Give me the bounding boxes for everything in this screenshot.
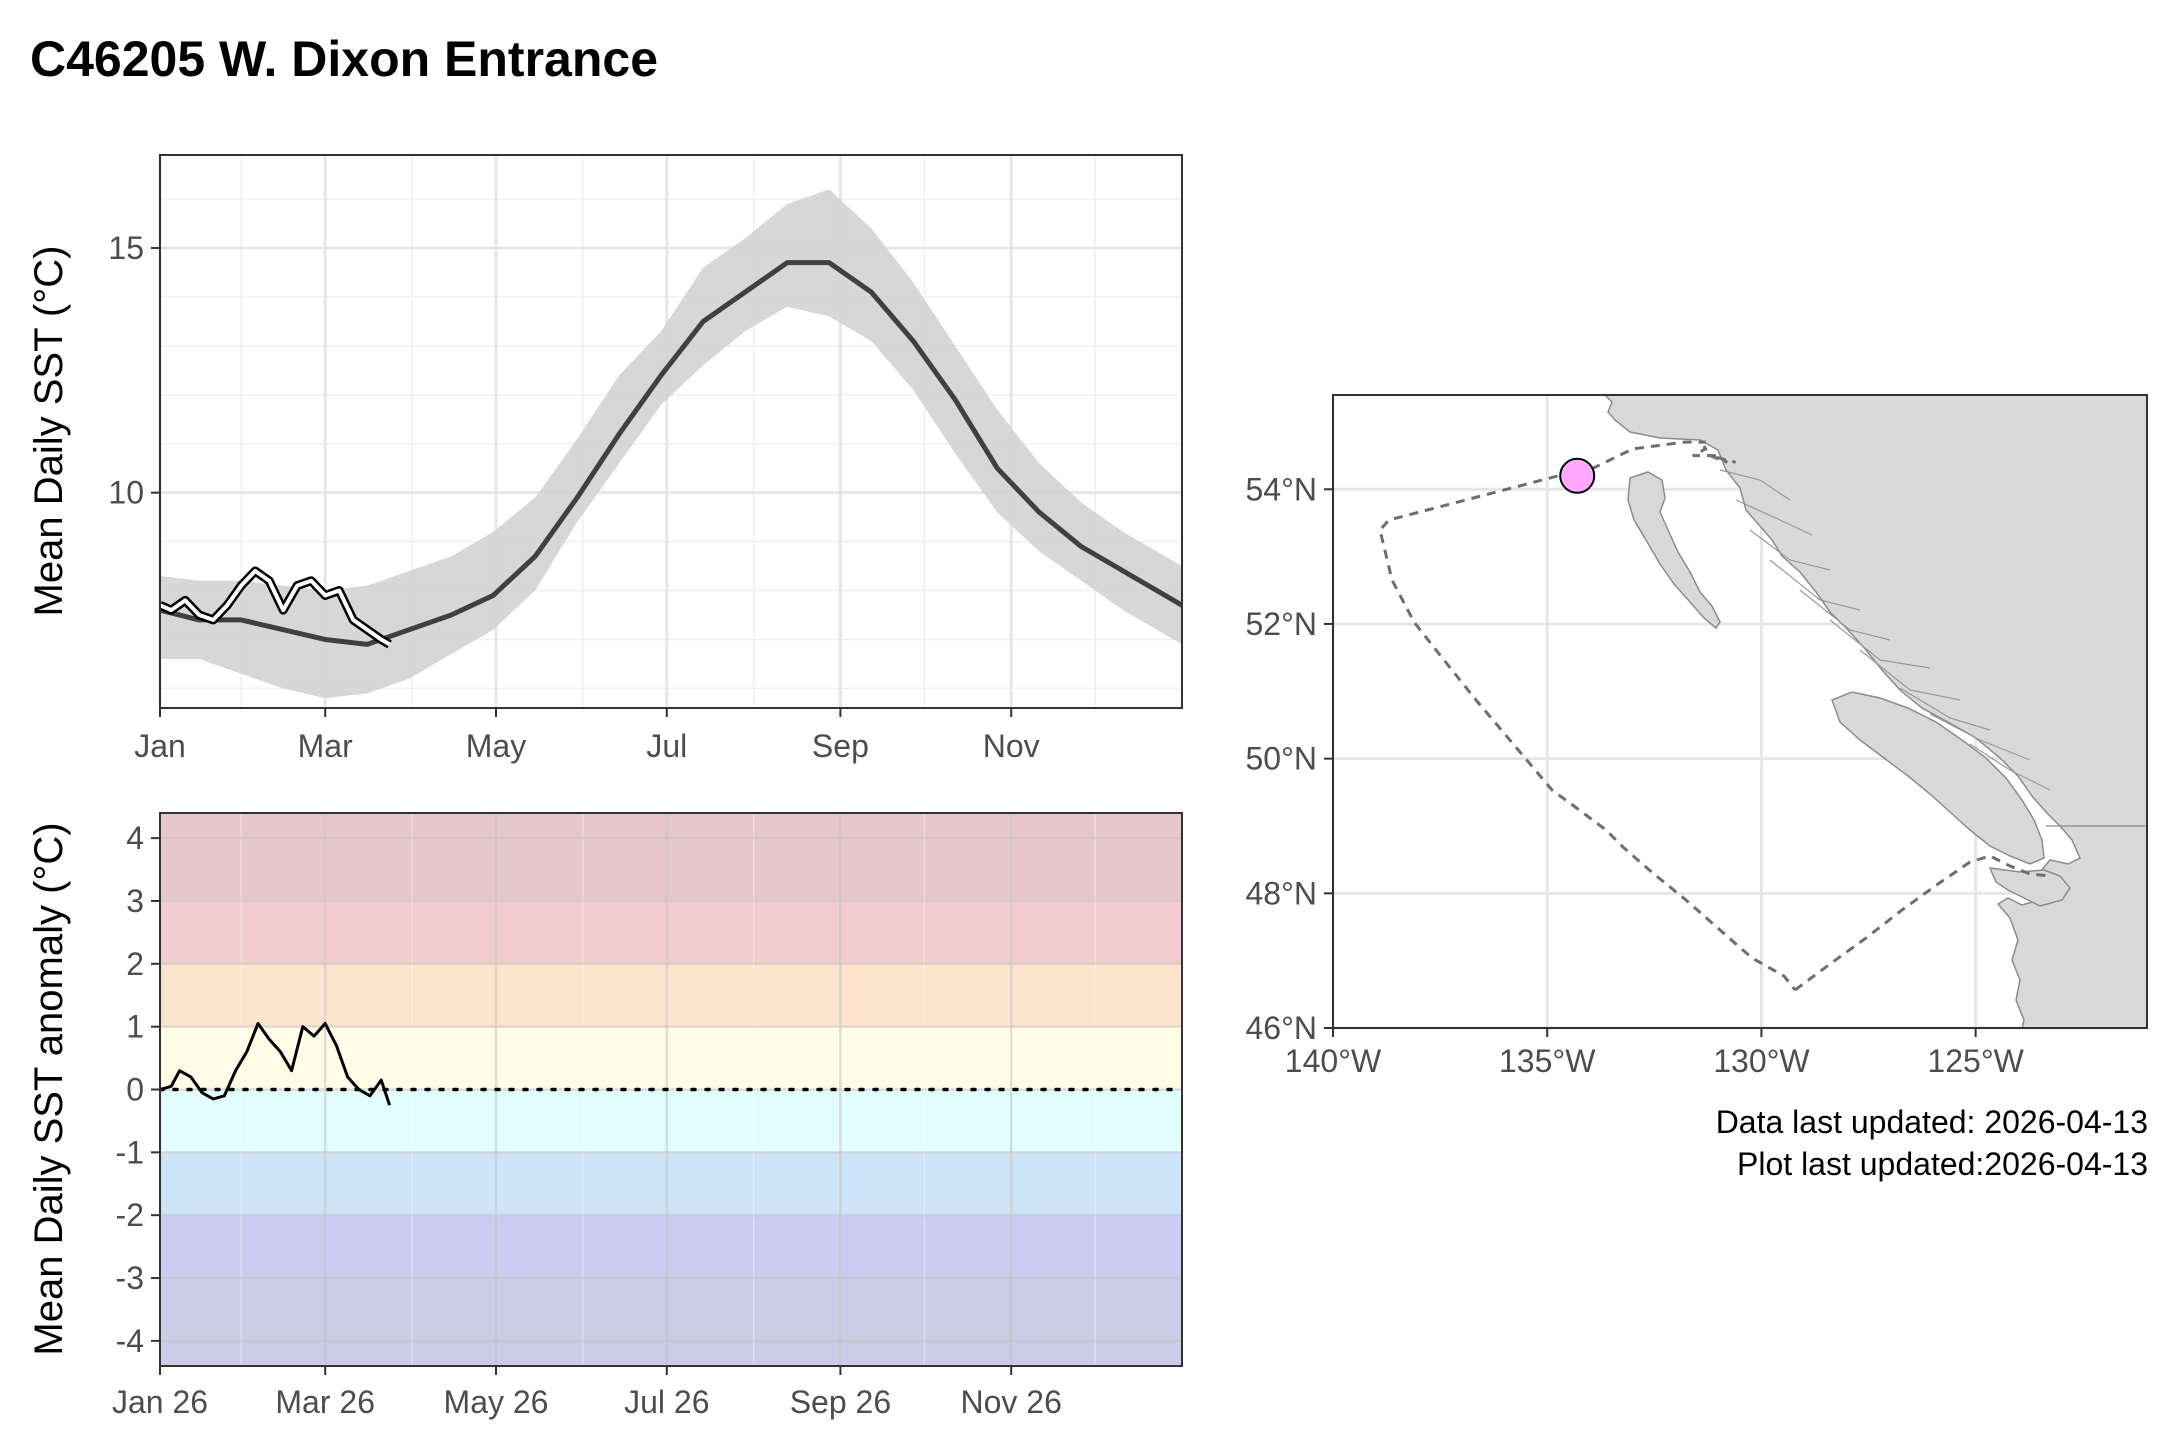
top-plot-border xyxy=(159,154,1183,709)
page-title: C46205 W. Dixon Entrance xyxy=(30,31,659,87)
anomaly-band xyxy=(160,1215,1182,1279)
bottom-x-tick-label: Mar 26 xyxy=(275,1384,375,1420)
map-latitude-label: 46°N xyxy=(1246,1010,1318,1046)
top-gridlines xyxy=(158,155,1182,708)
sst-climatology-panel: Jan Mar May Jul Sep Nov 10 15 Mean Daily SST (… xyxy=(27,154,1183,764)
map-border xyxy=(1332,394,2148,1029)
map-latitude-label: 52°N xyxy=(1246,606,1318,642)
bottom-x-tick-label: Nov 26 xyxy=(961,1384,1062,1420)
climatology-mean-line xyxy=(160,260,1182,647)
plot-updated-note: Plot last updated:2026-04-13 xyxy=(1737,1146,2148,1182)
anomaly-band xyxy=(160,1089,1182,1153)
top-y-axis: 10 15 xyxy=(108,230,160,511)
top-y-tick-label: 10 xyxy=(108,475,144,511)
map-longitude-label: 140°W xyxy=(1285,1043,1382,1079)
station-marker[interactable] xyxy=(1559,457,1596,494)
bottom-y-tick-label: 2 xyxy=(126,946,144,982)
climatology-range-band xyxy=(160,189,1182,699)
top-x-tick-label: Jul xyxy=(646,728,687,764)
bottom-y-tick-label: -3 xyxy=(116,1260,144,1296)
top-y-axis-label: Mean Daily SST (°C) xyxy=(27,246,71,617)
top-x-axis: Jan Mar May Jul Sep Nov xyxy=(134,708,1040,764)
bottom-y-tick-label: -2 xyxy=(116,1197,144,1233)
top-x-tick-label: Jan xyxy=(134,728,186,764)
data-updated-note: Data last updated: 2026-04-13 xyxy=(1716,1104,2148,1140)
map-longitude-label: 135°W xyxy=(1499,1043,1596,1079)
bottom-y-axis-label: Mean Daily SST anomaly (°C) xyxy=(27,822,71,1355)
map-latitude-axis: 46°N 48°N 50°N 52°N 54°N xyxy=(1246,471,1333,1046)
map-latitude-label: 54°N xyxy=(1246,471,1318,507)
coastal-inlets xyxy=(1719,469,2051,791)
station-map-panel: 140°W 135°W 130°W 125°W 46°N 48°N 50°N 52°N 54°… xyxy=(1246,394,2148,1079)
top-y-tick-label: 15 xyxy=(108,230,144,266)
vancouver-island xyxy=(1831,691,2045,865)
map-longitude-axis: 140°W 135°W 130°W 125°W xyxy=(1285,1028,2025,1079)
bottom-x-tick-label: Sep 26 xyxy=(790,1384,891,1420)
bottom-x-tick-label: May 26 xyxy=(444,1384,549,1420)
anomaly-band xyxy=(160,963,1182,1027)
bottom-y-tick-label: 3 xyxy=(126,883,144,919)
bottom-y-axis: -4 -3 -2 -1 0 1 2 3 4 xyxy=(116,820,160,1359)
anomaly-band xyxy=(160,1152,1182,1216)
anomaly-band xyxy=(160,900,1182,964)
region-boundary-west xyxy=(1378,470,1797,991)
bottom-x-tick-label: Jan 26 xyxy=(112,1384,208,1420)
bottom-y-tick-label: -4 xyxy=(116,1323,144,1359)
olympic-peninsula xyxy=(1988,867,2071,907)
current-year-line xyxy=(160,568,391,647)
region-boundary-south xyxy=(1794,854,2051,992)
anomaly-band xyxy=(160,1278,1182,1366)
map-latitude-label: 50°N xyxy=(1246,741,1318,777)
top-x-tick-label: Mar xyxy=(298,728,353,764)
bottom-y-tick-label: 4 xyxy=(126,820,144,856)
bottom-x-tick-label: Jul 26 xyxy=(624,1384,709,1420)
map-longitude-label: 125°W xyxy=(1927,1043,2024,1079)
sst-anomaly-panel: Jan 26 Mar 26 May 26 Jul 26 Sep 26 Nov 26 -4-… xyxy=(27,812,1183,1420)
top-x-tick-label: May xyxy=(466,728,526,764)
bottom-y-tick-label: 0 xyxy=(126,1072,144,1108)
anomaly-band xyxy=(160,813,1182,901)
bottom-y-tick-label: 1 xyxy=(126,1009,144,1045)
anomaly-line xyxy=(160,1022,392,1106)
haida-gwaii-island xyxy=(1627,471,1721,630)
map-latitude-label: 48°N xyxy=(1246,875,1318,911)
bottom-y-tick-label: -1 xyxy=(116,1134,144,1170)
top-x-tick-label: Sep xyxy=(812,728,869,764)
mainland-landmass xyxy=(1603,395,2147,1028)
map-longitude-label: 130°W xyxy=(1713,1043,1810,1079)
bottom-x-axis: Jan 26 Mar 26 May 26 Jul 26 Sep 26 Nov 26 xyxy=(112,1366,1062,1420)
region-boundary-north xyxy=(1576,440,1737,478)
top-x-tick-label: Nov xyxy=(983,728,1040,764)
